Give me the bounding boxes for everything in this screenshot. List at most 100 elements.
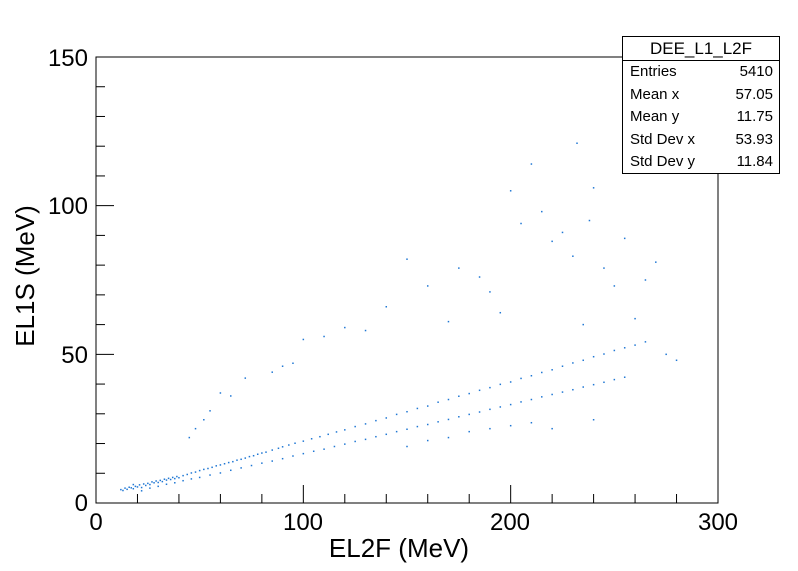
data-point (344, 443, 346, 445)
data-point (582, 359, 584, 362)
data-point (489, 427, 491, 430)
data-point (603, 381, 605, 384)
data-point (223, 463, 226, 465)
data-point (509, 424, 512, 427)
data-point (327, 433, 329, 436)
data-point (138, 484, 141, 486)
data-point (426, 285, 429, 287)
data-point (240, 467, 242, 469)
data-point (499, 311, 502, 314)
data-point (271, 449, 273, 451)
data-point (364, 329, 367, 332)
data-point (426, 439, 429, 442)
data-point (447, 436, 450, 439)
data-point (406, 445, 408, 448)
data-point (426, 423, 429, 426)
stats-row: Std Dev y 11.84 (623, 151, 779, 174)
data-point (198, 476, 201, 479)
data-point (165, 483, 168, 486)
data-point (142, 483, 145, 485)
data-point (130, 487, 132, 489)
data-point (149, 487, 151, 489)
data-point (165, 479, 168, 481)
data-point (613, 378, 616, 381)
data-point (302, 452, 305, 455)
data-point (447, 418, 450, 421)
data-point (155, 480, 157, 482)
y-axis-ticks (96, 56, 114, 504)
data-point (572, 362, 574, 364)
stats-row: Entries 5410 (623, 61, 779, 84)
data-point (157, 481, 159, 484)
data-point (675, 359, 678, 362)
data-point (219, 464, 222, 466)
data-point (603, 267, 605, 269)
stats-title: DEE_L1_L2F (623, 37, 779, 61)
data-point (190, 472, 193, 474)
data-point (230, 469, 232, 472)
data-point (644, 279, 647, 281)
data-point (335, 431, 338, 433)
data-point (478, 411, 481, 413)
data-point (530, 421, 533, 424)
stats-label: Mean y (630, 108, 680, 126)
data-point (530, 398, 533, 401)
data-point (623, 347, 626, 349)
data-point (395, 413, 398, 416)
stats-value: 11.75 (736, 108, 773, 126)
y-axis-title: EL1S (MeV) (10, 205, 40, 347)
data-point (288, 444, 290, 446)
data-point (171, 476, 174, 479)
data-point (211, 466, 213, 469)
y-tick-label: 0 (75, 490, 88, 517)
data-point (230, 395, 232, 397)
data-point (209, 410, 211, 412)
data-point (385, 306, 388, 308)
data-point (149, 483, 151, 486)
data-point (509, 381, 512, 383)
x-tick-label: 0 (89, 509, 102, 536)
stats-row: Mean x 57.05 (623, 84, 779, 107)
data-point (489, 291, 491, 293)
data-point (572, 388, 574, 391)
data-point (634, 344, 636, 346)
data-point (509, 403, 512, 406)
stats-label: Std Dev y (630, 153, 696, 171)
x-tick-label: 200 (490, 509, 530, 536)
data-point (256, 453, 259, 455)
data-point (520, 377, 522, 380)
data-point (167, 477, 170, 480)
data-point (375, 435, 377, 438)
data-point (232, 460, 234, 463)
data-point (665, 353, 667, 356)
data-point (468, 413, 470, 416)
data-point (194, 427, 197, 430)
data-point (207, 467, 209, 470)
data-point (468, 392, 470, 395)
data-point (509, 190, 512, 192)
data-point (203, 418, 205, 421)
data-point (592, 383, 595, 386)
data-point (530, 163, 533, 165)
data-point (153, 482, 155, 484)
data-point (209, 474, 211, 476)
data-point (541, 371, 543, 374)
y-tick-label: 100 (48, 193, 88, 220)
data-point (120, 488, 122, 491)
data-point (248, 455, 251, 458)
data-point (294, 442, 296, 444)
data-point (178, 476, 180, 479)
data-point (551, 240, 553, 243)
data-point (134, 485, 137, 488)
data-point (354, 440, 356, 443)
data-point (261, 462, 263, 464)
data-point (458, 395, 460, 398)
data-point (499, 406, 502, 408)
data-point (159, 479, 162, 482)
data-point (281, 446, 284, 448)
data-point (323, 335, 325, 338)
data-point (169, 478, 172, 481)
data-point (302, 338, 305, 341)
data-points (120, 142, 678, 492)
